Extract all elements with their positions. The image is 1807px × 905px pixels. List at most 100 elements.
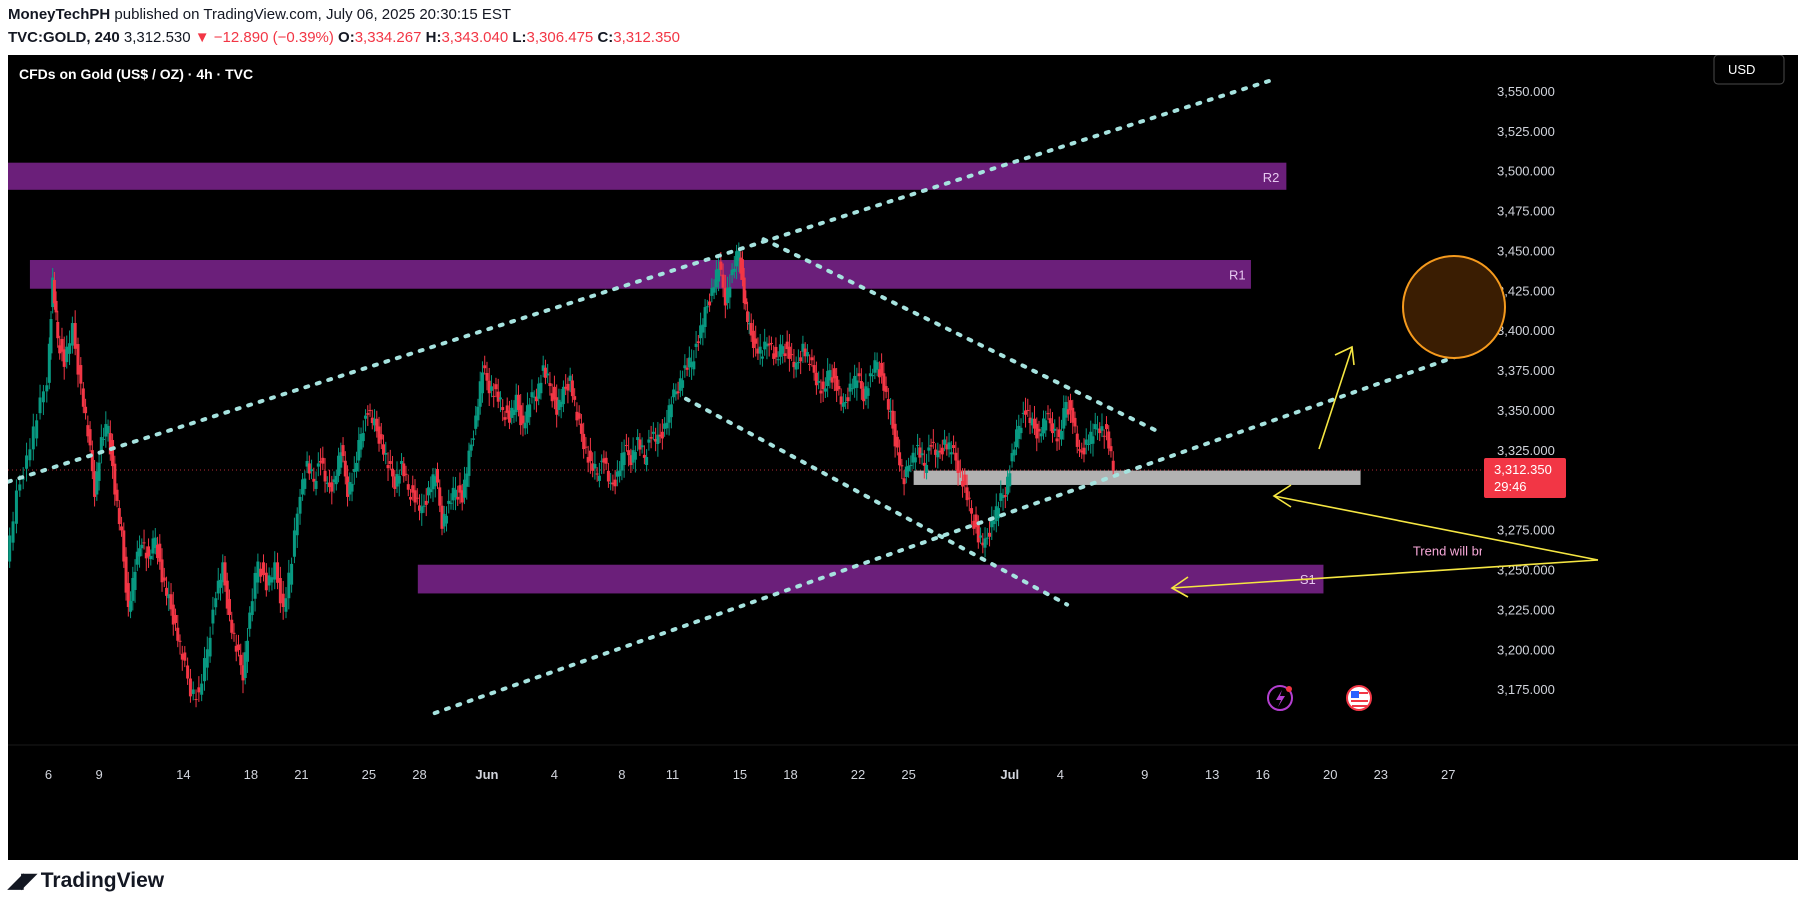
candle-body bbox=[1086, 444, 1090, 446]
candle-body bbox=[225, 580, 229, 609]
candle-body bbox=[737, 250, 741, 261]
candle-body bbox=[485, 373, 489, 381]
candle-body bbox=[690, 362, 694, 368]
currency-button[interactable]: USD bbox=[1713, 55, 1785, 85]
time-tick-label: 25 bbox=[362, 767, 376, 782]
candle-body bbox=[321, 457, 325, 464]
candle-body bbox=[323, 470, 327, 482]
candle-body bbox=[674, 391, 678, 395]
price-tick-label: 3,400.000 bbox=[1497, 323, 1555, 338]
time-tick-label: 18 bbox=[244, 767, 258, 782]
toolbar-icons[interactable] bbox=[1267, 685, 1372, 711]
candle-body bbox=[1104, 424, 1108, 430]
candle-body bbox=[341, 445, 345, 456]
candle-body bbox=[708, 301, 712, 306]
candle-body bbox=[728, 287, 732, 298]
candle-body bbox=[593, 463, 597, 469]
candle-body bbox=[636, 437, 640, 441]
candle-body bbox=[62, 349, 66, 367]
candle-body bbox=[796, 362, 800, 364]
chart-area[interactable]: CFDs on Gold (US$ / OZ) · 4h · TVC USD R… bbox=[8, 55, 1798, 860]
price-tick-label: 3,525.000 bbox=[1497, 124, 1555, 139]
candle-body bbox=[81, 388, 85, 407]
price-change-value: ▼ −12.890 (−0.39%) bbox=[194, 29, 334, 46]
candle-body bbox=[997, 508, 1001, 519]
candle-body bbox=[386, 465, 390, 469]
currency-button-frame[interactable] bbox=[1713, 55, 1785, 85]
candle-body bbox=[142, 542, 146, 544]
candle-body bbox=[151, 538, 155, 554]
candle-body bbox=[701, 324, 705, 333]
tradingview-logo[interactable]: ◢◤ TradingView bbox=[8, 868, 164, 893]
candle-body bbox=[846, 397, 850, 402]
candle-body bbox=[84, 406, 88, 414]
candle-body bbox=[270, 577, 274, 583]
candle-body bbox=[767, 343, 771, 346]
candle-body bbox=[723, 287, 727, 306]
candle-body bbox=[510, 407, 514, 418]
candle-body bbox=[496, 391, 500, 402]
candle-body bbox=[525, 405, 529, 423]
candle-body bbox=[512, 409, 516, 416]
candle-body bbox=[352, 469, 356, 472]
price-tick-label: 3,475.000 bbox=[1497, 204, 1555, 219]
candle-body bbox=[14, 490, 18, 524]
candle-body bbox=[627, 450, 631, 456]
chart-canvas[interactable]: CFDs on Gold (US$ / OZ) · 4h · TVC USD R… bbox=[8, 55, 1798, 860]
lightning-icon[interactable] bbox=[1267, 685, 1293, 711]
candle-body bbox=[465, 473, 469, 487]
arrow-to-support bbox=[1273, 495, 1599, 561]
candle-body bbox=[156, 544, 160, 559]
candle-body bbox=[672, 389, 676, 398]
price-axis[interactable]: 3,175.0003,200.0003,225.0003,250.0003,27… bbox=[1482, 55, 1603, 860]
candle-body bbox=[898, 452, 902, 466]
candle-body bbox=[31, 426, 35, 450]
candle-body bbox=[346, 476, 350, 497]
candle-body bbox=[444, 515, 448, 524]
candle-body bbox=[377, 426, 381, 444]
candle-body bbox=[828, 370, 832, 381]
candle-body bbox=[821, 381, 825, 390]
candle-body bbox=[974, 514, 978, 528]
candle-body bbox=[1010, 453, 1014, 462]
candle-body bbox=[566, 383, 570, 391]
candle-body bbox=[552, 386, 556, 400]
candle-body bbox=[803, 348, 807, 357]
candle-body bbox=[456, 496, 460, 500]
candle-body bbox=[582, 433, 586, 450]
candle-body bbox=[232, 632, 236, 634]
time-axis[interactable]: 6 9 14 18 21 25 28 Jun 4 8 11 15 18 22 25 Jul 4 9 13 16 20 23… bbox=[8, 744, 1798, 782]
trendline-4 bbox=[683, 396, 1070, 607]
candle-body bbox=[11, 521, 15, 543]
candle-body bbox=[927, 447, 931, 451]
candle-body bbox=[1012, 449, 1016, 456]
candle-body bbox=[972, 520, 976, 529]
candle-body bbox=[104, 424, 108, 437]
candle-body bbox=[427, 487, 431, 496]
candle-body bbox=[316, 463, 320, 467]
candle-body bbox=[194, 699, 198, 700]
currency-button-label[interactable]: USD bbox=[1728, 62, 1755, 77]
candle-body bbox=[1003, 495, 1007, 497]
candle-body bbox=[305, 461, 309, 467]
author-name[interactable]: MoneyTechPH bbox=[8, 6, 111, 23]
candle-body bbox=[848, 383, 852, 392]
candle-body bbox=[176, 627, 180, 641]
candle-body bbox=[135, 551, 139, 565]
candle-body bbox=[620, 453, 624, 471]
candle-body bbox=[588, 450, 592, 462]
candle-body bbox=[391, 468, 395, 477]
candle-body bbox=[532, 396, 536, 398]
candle-body bbox=[248, 612, 252, 629]
candle-body bbox=[714, 269, 718, 288]
candle-body bbox=[606, 470, 610, 482]
candle-body bbox=[676, 391, 680, 394]
candle-body bbox=[307, 463, 311, 474]
candle-body bbox=[158, 543, 162, 562]
countdown-label: 29:46 bbox=[1494, 479, 1527, 494]
candle-body bbox=[913, 457, 917, 463]
candle-body bbox=[541, 365, 545, 371]
candle-body bbox=[379, 434, 383, 440]
candle-body bbox=[256, 561, 260, 583]
candle-body bbox=[615, 471, 619, 477]
